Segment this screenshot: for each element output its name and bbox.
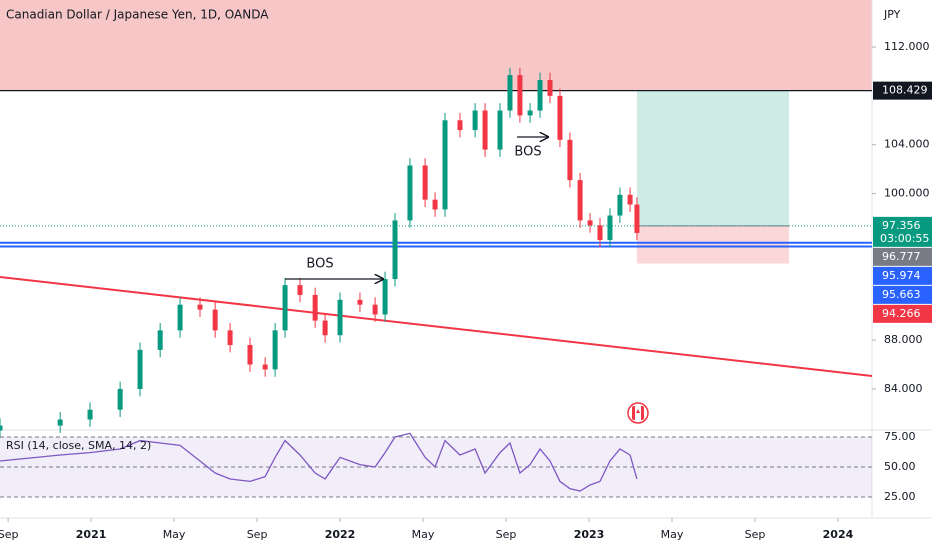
rsi-line [0, 432, 638, 492]
candle-body [357, 299, 363, 305]
candle-body [537, 79, 543, 111]
candle-body [177, 304, 183, 331]
candle-body [457, 120, 463, 131]
price-tag-label: 95.663 [882, 288, 921, 301]
countdown: 03:00:55 [880, 232, 929, 245]
candle-body [587, 220, 593, 226]
candle-body [247, 345, 253, 365]
candle-body [382, 279, 388, 315]
candle-body [312, 294, 318, 321]
candle-body [407, 165, 413, 221]
candle-body [597, 225, 603, 240]
candle-body [262, 364, 268, 370]
x-tick-label: 2023 [574, 528, 605, 541]
candle-body [392, 220, 398, 280]
x-tick-label: Sep [247, 528, 268, 541]
rsi-tick-label: 25.00 [884, 490, 916, 503]
y-tick-label: 84.000 [884, 382, 923, 395]
candle-body [157, 330, 163, 350]
rsi-title: RSI (14, close, SMA, 14, 2) [6, 439, 151, 452]
x-tick-label: Sep [0, 528, 18, 541]
y-tick-label: 112.000 [884, 40, 930, 53]
candle-body [517, 75, 523, 116]
candle-body [547, 79, 553, 96]
x-tick-label: May [163, 528, 186, 541]
candle-body [617, 194, 623, 216]
x-tick-label: Sep [745, 528, 766, 541]
candle-body [442, 120, 448, 210]
candle-body [297, 285, 303, 295]
candle-body [212, 309, 218, 331]
candle-body [117, 388, 123, 410]
price-tag [873, 304, 932, 323]
flag-icon [627, 402, 649, 424]
price-tag-label: 95.974 [882, 269, 921, 282]
price-tag-label: 96.777 [882, 250, 921, 263]
candle-body [577, 180, 583, 221]
candle-body [337, 299, 343, 336]
price-tag [873, 216, 932, 247]
currency: JPY [883, 8, 901, 21]
candle-body [567, 139, 573, 181]
candle-body [322, 320, 328, 336]
title: Canadian Dollar / Japanese Yen, 1D, OAND… [6, 8, 269, 22]
x-tick-label: Sep [496, 528, 517, 541]
x-tick-label: 2022 [325, 528, 356, 541]
price-tag-label: 108.429 [882, 84, 928, 97]
rsi-tick-label: 75.00 [884, 430, 916, 443]
candle-body [497, 110, 503, 150]
y-tick-label: 100.000 [884, 187, 930, 200]
price-tag [873, 81, 932, 100]
price-tag [873, 247, 932, 266]
candle-body [372, 304, 378, 315]
candle-body [634, 204, 640, 233]
candle-body [87, 409, 93, 420]
y-tick-label: 88.000 [884, 333, 923, 346]
background [0, 0, 932, 519]
candle-body [422, 165, 428, 200]
candle-body [557, 95, 563, 140]
candle-body [627, 194, 633, 205]
candle-body [432, 199, 438, 210]
annotation: BOS [514, 145, 541, 160]
candle-body [472, 110, 478, 131]
candle-body [227, 330, 233, 346]
x-tick-label: May [412, 528, 435, 541]
price-tag [873, 266, 932, 285]
candle-body [57, 419, 63, 426]
candle-body [482, 110, 488, 150]
x-tick-label: 2021 [76, 528, 107, 541]
candle-body [607, 215, 613, 240]
candle-body [282, 285, 288, 331]
price-tag-label: 97.356 [882, 219, 921, 232]
price-pane [0, 46, 876, 522]
annotation: BOS [306, 257, 333, 272]
price-tag [873, 285, 932, 304]
candle-body [197, 304, 203, 310]
target-zone [636, 90, 790, 226]
rsi-tick-label: 50.00 [884, 460, 916, 473]
y-tick-label: 104.000 [884, 138, 930, 151]
resistance-zone [0, 0, 872, 91]
x-tick-label: 2024 [823, 528, 854, 541]
price-tag-label: 94.266 [882, 307, 921, 320]
candle-body [137, 349, 143, 389]
candle-body [507, 75, 513, 111]
trendline [0, 275, 873, 378]
stop-zone [636, 225, 790, 264]
x-tick-label: May [661, 528, 684, 541]
candle-body [527, 110, 533, 116]
candle-body [0, 425, 3, 431]
candle-body [272, 330, 278, 370]
